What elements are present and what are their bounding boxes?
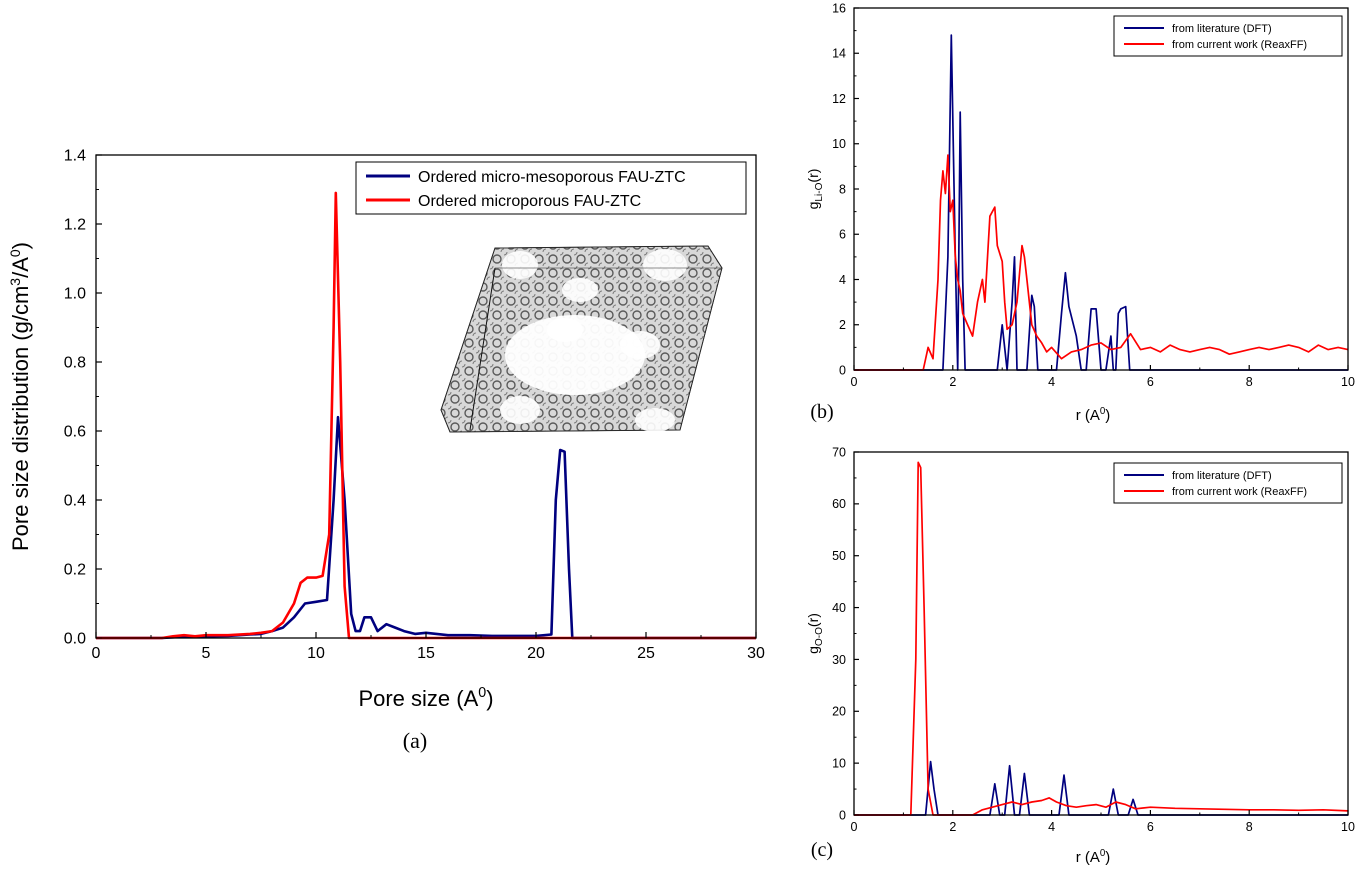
y-tick-label-b-6: 12	[832, 92, 846, 106]
y-axis-label-b: gLi-O(r)	[805, 169, 825, 210]
legend-box-b	[1113, 15, 1343, 57]
x-tick-label-b-2: 4	[1048, 375, 1055, 389]
y-tick-label-b-0: 0	[839, 363, 846, 377]
x-tick-label-b-0: 0	[851, 375, 858, 389]
y-tick-label-a-7: 1.4	[64, 148, 86, 165]
y-axis-label-tail: )	[8, 242, 33, 249]
legend-label-a-1: Ordered microporous FAU-ZTC	[418, 193, 641, 210]
legend-label-b-0: from literature (DFT)	[1172, 23, 1272, 35]
x-tick-label-c-1: 2	[949, 820, 956, 834]
y-tick-label-c-3: 30	[832, 653, 846, 667]
x-tick-label-b-1: 2	[949, 375, 956, 389]
x-axis-label-text: r (A	[1076, 849, 1100, 866]
x-axis-label-b: r (A0)	[1076, 406, 1111, 424]
inset-framework-structure	[440, 245, 723, 433]
x-tick-label-b-4: 8	[1246, 375, 1253, 389]
panel-a: 0 5 10 15 20 25 300.00.20.40.60.81.01.21.4Pore…	[7, 148, 765, 753]
y-tick-label-c-1: 10	[832, 757, 846, 771]
series-line-a-0	[96, 415, 756, 640]
y-tick-label-b-5: 10	[832, 137, 846, 151]
y-axis-label-sub: O-O	[814, 627, 825, 646]
x-axis-label-text: r (A	[1076, 407, 1100, 424]
y-tick-label-b-8: 16	[832, 1, 846, 15]
y-axis-label-text: g	[805, 646, 821, 654]
x-tick-label-a-5: 25	[637, 645, 655, 662]
y-tick-label-b-7: 14	[832, 47, 846, 61]
y-axis-label-a: Pore size distribution (g/cm3/A0)	[7, 242, 33, 551]
x-tick-label-a-0: 0	[92, 645, 101, 662]
y-tick-label-b-3: 6	[839, 228, 846, 242]
x-tick-label-c-3: 6	[1147, 820, 1154, 834]
y-tick-label-c-2: 20	[832, 705, 846, 719]
y-tick-label-c-4: 40	[832, 601, 846, 615]
y-tick-label-a-3: 0.6	[64, 424, 86, 441]
y-tick-label-b-2: 4	[839, 273, 846, 287]
y-axis-label-sub: Li-O	[814, 182, 825, 201]
y-axis-label-sup: 0	[7, 249, 23, 257]
legend-box-c	[1113, 462, 1343, 504]
series-line-c-1	[854, 461, 1349, 816]
x-axis-label-text: Pore size (A	[358, 686, 478, 711]
y-axis-label-tail: (r)	[805, 613, 821, 627]
panel-label-a: (a)	[403, 728, 427, 753]
x-tick-label-a-1: 5	[202, 645, 211, 662]
x-tick-label-a-3: 15	[417, 645, 435, 662]
series-line-b-1	[854, 154, 1349, 371]
x-tick-label-a-6: 30	[747, 645, 765, 662]
y-axis-label-tail: (r)	[805, 169, 821, 183]
legend-label-c-0: from literature (DFT)	[1172, 470, 1272, 482]
legend-label-a-0: Ordered micro-mesoporous FAU-ZTC	[418, 169, 686, 186]
y-tick-label-c-6: 60	[832, 497, 846, 511]
panel-label-c: (c)	[811, 839, 833, 861]
y-tick-label-a-1: 0.2	[64, 562, 86, 579]
x-tick-label-b-5: 10	[1341, 375, 1355, 389]
x-axis-label-c: r (A0)	[1076, 848, 1111, 866]
panel-label-b: (b)	[810, 401, 833, 423]
y-axis-label-c: gO-O(r)	[805, 613, 825, 654]
y-tick-label-a-6: 1.2	[64, 217, 86, 234]
y-tick-label-a-4: 0.8	[64, 355, 86, 372]
y-tick-label-a-0: 0.0	[64, 631, 86, 648]
x-tick-label-c-2: 4	[1048, 820, 1055, 834]
x-tick-label-c-0: 0	[851, 820, 858, 834]
x-axis-label-sup: 0	[1100, 406, 1106, 417]
series-line-b-0	[854, 34, 1348, 371]
y-axis-label-mid: /A	[8, 257, 33, 278]
y-tick-label-c-5: 50	[832, 549, 846, 563]
y-tick-label-c-7: 70	[832, 445, 846, 459]
y-tick-label-a-2: 0.4	[64, 493, 86, 510]
y-axis-label-text: Pore size distribution (g/cm	[8, 286, 33, 551]
x-axis-label-tail: )	[1105, 849, 1110, 866]
plot-frame-b	[853, 7, 1349, 371]
x-axis-label-a: Pore size (A0)	[358, 685, 493, 711]
x-tick-label-c-5: 10	[1341, 820, 1355, 834]
series-line-a-1	[96, 191, 756, 640]
legend-label-c-1: from current work (ReaxFF)	[1172, 486, 1307, 498]
x-axis-label-tail: )	[486, 686, 493, 711]
x-tick-label-c-4: 8	[1246, 820, 1253, 834]
x-axis-label-sup: 0	[1100, 848, 1106, 859]
legend-box-a	[355, 161, 747, 215]
legend-label-b-1: from current work (ReaxFF)	[1172, 39, 1307, 51]
x-tick-label-a-4: 20	[527, 645, 545, 662]
x-tick-label-b-3: 6	[1147, 375, 1154, 389]
y-axis-label-text: g	[805, 202, 821, 210]
y-tick-label-c-0: 0	[839, 808, 846, 822]
x-axis-label-sup: 0	[478, 685, 486, 701]
y-tick-label-b-1: 2	[839, 318, 846, 332]
y-axis-label-sup: 3	[7, 278, 23, 286]
x-axis-label-tail: )	[1105, 407, 1110, 424]
x-tick-label-a-2: 10	[307, 645, 325, 662]
y-tick-label-a-5: 1.0	[64, 286, 86, 303]
y-tick-label-b-4: 8	[839, 182, 846, 196]
